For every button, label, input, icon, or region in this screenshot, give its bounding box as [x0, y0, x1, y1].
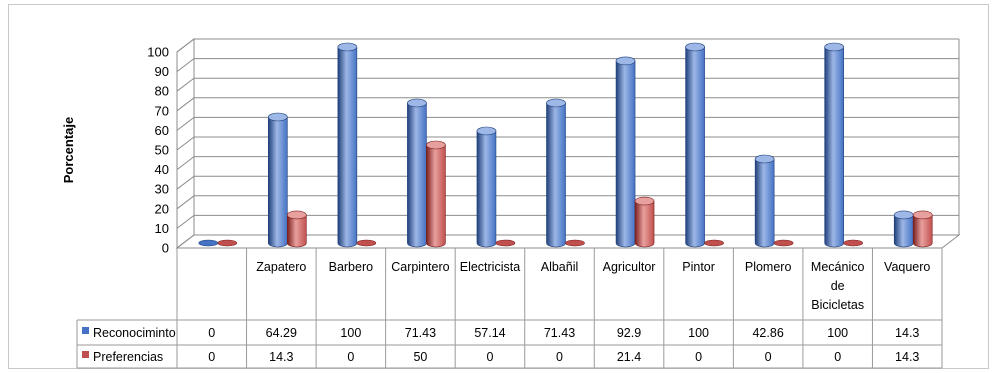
bar-reconocimiento — [685, 42, 705, 248]
bar-preferencias — [912, 210, 933, 248]
data-cell: 0 — [695, 350, 702, 364]
y-axis-label: Porcentaje — [61, 117, 76, 183]
bar-chart-3d: 0 10 20 30 40 50 60 70 80 90 100 Zapatero Barbero Ca… — [61, 37, 961, 369]
bar-reconocimiento — [615, 56, 636, 248]
category-label: Agricultor — [603, 260, 656, 274]
bar-preferencias — [287, 210, 307, 248]
y-tick-label: 30 — [155, 182, 169, 197]
data-cell: 0 — [765, 350, 772, 364]
bar-reconocimiento — [268, 112, 288, 248]
data-cell: 14.3 — [269, 350, 293, 364]
data-cell: 14.3 — [895, 326, 919, 340]
y-tick-label: 20 — [155, 201, 169, 216]
category-label: Bicicletas — [811, 298, 864, 312]
data-cell: 100 — [340, 326, 361, 340]
bar-preferencias — [634, 196, 655, 248]
bar-preferencias — [356, 239, 377, 247]
data-cell: 71.43 — [405, 326, 436, 340]
legend-swatch — [82, 327, 89, 334]
data-cell: 57.14 — [474, 326, 505, 340]
bar-reconocimiento — [824, 42, 844, 248]
y-tick-label: 40 — [155, 162, 169, 177]
legend-label: Reconociminto — [93, 326, 176, 340]
bar-reconocimiento — [893, 210, 914, 248]
bars — [198, 42, 933, 248]
data-cell: 0 — [486, 350, 493, 364]
category-label: Electricista — [460, 260, 520, 274]
bar-preferencias — [773, 239, 794, 247]
category-label: Mecánico — [811, 260, 865, 274]
category-label: de — [831, 279, 845, 293]
bar-reconocimiento — [476, 126, 497, 248]
bar-preferencias — [565, 239, 585, 247]
bar-reconocimiento — [198, 239, 219, 247]
bar-reconocimiento — [546, 98, 566, 248]
category-label: Carpintero — [391, 260, 449, 274]
chart-frame: 0 10 20 30 40 50 60 70 80 90 100 Zapatero Barbero Ca… — [8, 4, 989, 369]
bar-preferencias — [495, 239, 516, 247]
category-label: Pintor — [682, 260, 715, 274]
data-cell: 0 — [347, 350, 354, 364]
data-cell: 100 — [688, 326, 709, 340]
data-cell: 50 — [413, 350, 427, 364]
category-label: Vaquero — [884, 260, 930, 274]
category-label: Albañil — [541, 260, 579, 274]
data-cell: 71.43 — [544, 326, 575, 340]
data-cell: 64.29 — [266, 326, 297, 340]
y-tick-label: 80 — [155, 84, 169, 99]
data-cell: 14.3 — [895, 350, 919, 364]
y-tick-label: 70 — [155, 103, 169, 118]
category-label: Plomero — [745, 260, 792, 274]
y-tick-label: 100 — [147, 45, 169, 60]
bar-preferencias — [217, 239, 238, 247]
data-cell: 0 — [208, 326, 215, 340]
data-cell: 0 — [834, 350, 841, 364]
y-tick-label: 60 — [155, 123, 169, 138]
bar-reconocimiento — [754, 154, 775, 248]
y-tick-label: 90 — [155, 64, 169, 79]
y-tick-label: 50 — [155, 143, 169, 158]
data-table: Zapatero Barbero Carpintero Electricista Alb… — [76, 248, 943, 369]
data-cell: 100 — [827, 326, 848, 340]
gridline — [176, 38, 959, 53]
bar-reconocimiento — [407, 98, 427, 248]
bar-preferencias — [843, 239, 863, 247]
data-cell: 0 — [208, 350, 215, 364]
category-label: Zapatero — [256, 260, 306, 274]
y-tick-label: 10 — [155, 221, 169, 236]
data-cell: 0 — [556, 350, 563, 364]
legend-label: Preferencias — [93, 350, 163, 364]
data-cell: 92.9 — [617, 326, 641, 340]
y-axis: 0 10 20 30 40 50 60 70 80 90 100 — [147, 45, 169, 256]
legend-swatch — [82, 351, 89, 358]
data-cell: 42.86 — [752, 326, 783, 340]
category-label: Barbero — [329, 260, 374, 274]
y-tick-label: 0 — [162, 241, 169, 256]
bar-preferencias — [426, 140, 446, 248]
bar-reconocimiento — [337, 42, 358, 248]
bar-preferencias — [704, 239, 724, 247]
data-cell: 21.4 — [617, 350, 641, 364]
